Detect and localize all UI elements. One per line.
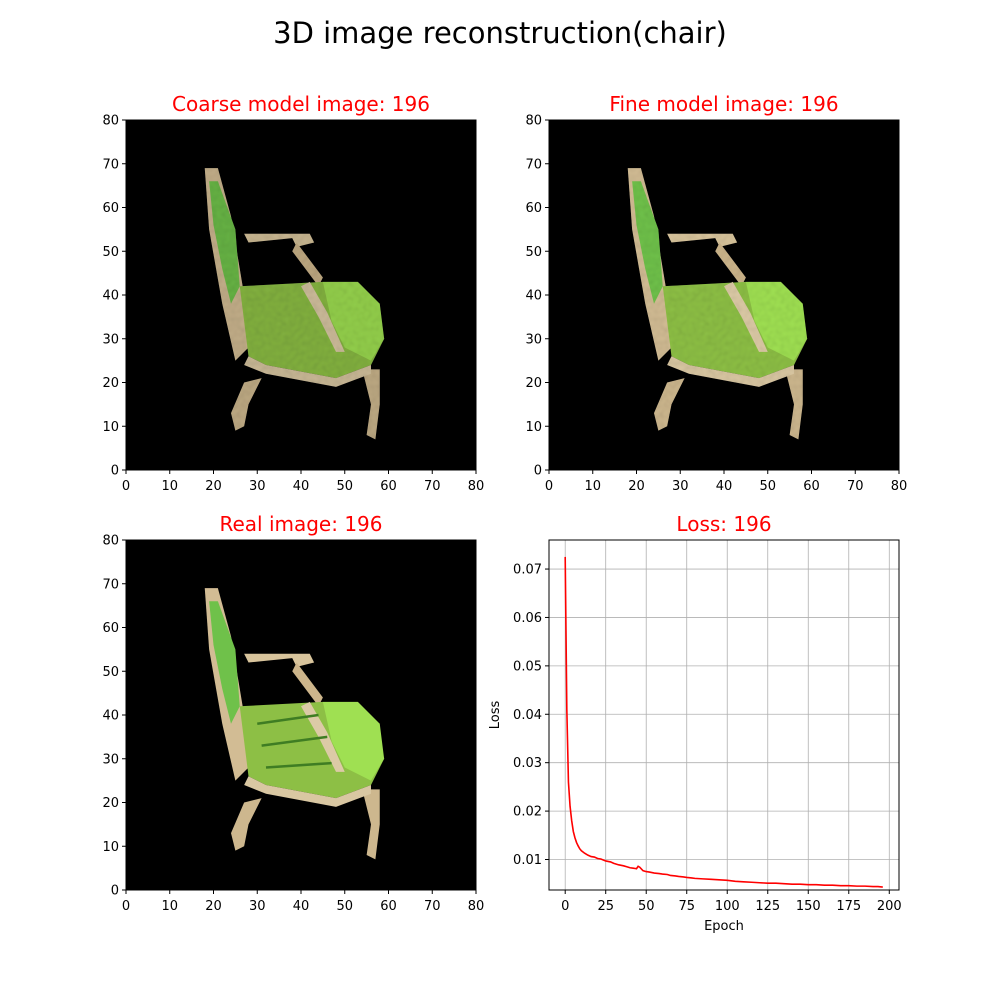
panel-fine-title: Fine model image: 196	[609, 92, 838, 116]
loss-series-line	[564, 556, 883, 888]
loss-ticks: 0 25 50 75 100 125 150 175 200 0.01 0.02 0.03 0.04 0.…	[513, 563, 902, 914]
panel-0-xtick-label: 70	[424, 479, 441, 494]
panel-0-xtick-label: 60	[380, 479, 397, 494]
panel-0-xtick-label: 20	[205, 479, 222, 494]
panel-2-ytick-label: 20	[102, 796, 119, 811]
loss-ytick-label: 0.06	[513, 611, 542, 626]
loss-ytick-label: 0.03	[513, 756, 542, 771]
panel-0-xtick-label: 50	[336, 479, 353, 494]
panel-0-xtick-label: 10	[161, 479, 178, 494]
panel-1-ytick-label: 40	[525, 289, 542, 304]
panel-2-xtick-label: 10	[161, 899, 178, 914]
panel-1-xtick-label: 0	[545, 479, 553, 494]
panel-1-xtick-label: 30	[672, 479, 689, 494]
panel-1-xtick-label: 70	[847, 479, 864, 494]
loss-xtick-label: 125	[755, 899, 780, 914]
panel-0-xtick-label: 80	[468, 479, 485, 494]
panel-1-ytick-label: 60	[525, 201, 542, 216]
panel-1-ytick-label: 10	[525, 420, 542, 435]
panel-1-xtick-label: 60	[803, 479, 820, 494]
panel-2-xtick-label: 80	[468, 899, 485, 914]
loss-ytick-label: 0.07	[513, 563, 542, 578]
loss-xtick-label: 150	[796, 899, 821, 914]
panel-1-xtick-label: 50	[759, 479, 776, 494]
loss-xtick-label: 75	[678, 899, 695, 914]
panel-coarse-title: Coarse model image: 196	[172, 92, 430, 116]
panel-0-xtick-label: 30	[249, 479, 266, 494]
panel-2-ytick-label: 10	[102, 840, 119, 855]
panel-2-ytick-label: 50	[102, 665, 119, 680]
loss-xlabel: Epoch	[704, 919, 744, 934]
panel-0-ytick-label: 0	[111, 464, 119, 479]
panel-0-ytick-label: 60	[102, 201, 119, 216]
panel-2-xtick-label: 20	[205, 899, 222, 914]
loss-ytick-label: 0.05	[513, 659, 542, 674]
loss-xtick-label: 100	[715, 899, 740, 914]
loss-xtick-label: 50	[638, 899, 655, 914]
panel-0-ytick-label: 30	[102, 332, 119, 347]
loss-xtick-label: 25	[597, 899, 614, 914]
panel-0-ytick-label: 40	[102, 289, 119, 304]
panel-real: Real image: 196	[125, 512, 477, 891]
panel-2-xtick-label: 0	[122, 899, 130, 914]
panel-1-ytick-label: 50	[525, 245, 542, 260]
panel-0-ytick-label: 50	[102, 245, 119, 260]
panel-0-ytick-label: 20	[102, 376, 119, 391]
panel-0-xtick-label: 40	[293, 479, 310, 494]
panel-1-ytick-label: 70	[525, 157, 542, 172]
panel-0-ytick-label: 80	[102, 114, 119, 129]
panel-0-xtick-label: 0	[122, 479, 130, 494]
loss-ytick-label: 0.04	[513, 708, 542, 723]
loss-plot-area	[549, 540, 899, 890]
panel-fine: Fine model image: 196	[548, 92, 900, 471]
loss-xtick-label: 200	[877, 899, 902, 914]
panel-2-xtick-label: 30	[249, 899, 266, 914]
panel-2-xtick-label: 60	[380, 899, 397, 914]
panel-2-ytick-label: 60	[102, 621, 119, 636]
panel-real-chair-image	[204, 588, 385, 860]
loss-xtick-label: 175	[836, 899, 861, 914]
image-axes-ticks: 0 10 20 30 40 50 60 70 80 0 10 20 30 40 50 60 70 80 0 10 20 3…	[102, 114, 907, 915]
panel-2-xtick-label: 70	[424, 899, 441, 914]
panel-loss-title: Loss: 196	[676, 512, 771, 536]
panel-2-ytick-label: 40	[102, 709, 119, 724]
panel-2-ytick-label: 70	[102, 577, 119, 592]
panel-1-ytick-label: 20	[525, 376, 542, 391]
panel-1-ytick-label: 30	[525, 332, 542, 347]
panel-2-ytick-label: 30	[102, 752, 119, 767]
panel-0-ytick-label: 70	[102, 157, 119, 172]
panel-2-ytick-label: 0	[111, 884, 119, 899]
loss-frame	[548, 539, 900, 891]
panel-0-ytick-label: 10	[102, 420, 119, 435]
panel-1-ytick-label: 0	[534, 464, 542, 479]
panel-loss: Loss: 196 0 25 50 75 100 125 150 175 200 0.01 0.02…	[488, 512, 902, 934]
panel-1-xtick-label: 80	[891, 479, 908, 494]
loss-grid	[549, 540, 899, 890]
panel-1-ytick-label: 80	[525, 114, 542, 129]
panel-coarse: Coarse model image: 196	[125, 92, 477, 471]
panel-1-xtick-label: 40	[716, 479, 733, 494]
panel-2-ytick-label: 80	[102, 534, 119, 549]
loss-xtick-label: 0	[561, 899, 569, 914]
panel-2-xtick-label: 50	[336, 899, 353, 914]
figure-title: 3D image reconstruction(chair)	[273, 16, 727, 50]
panel-real-title: Real image: 196	[219, 512, 382, 536]
panel-1-xtick-label: 10	[584, 479, 601, 494]
loss-ylabel: Loss	[488, 701, 503, 730]
loss-ytick-label: 0.01	[513, 853, 542, 868]
panel-2-xtick-label: 40	[293, 899, 310, 914]
panel-1-xtick-label: 20	[628, 479, 645, 494]
loss-ytick-label: 0.02	[513, 805, 542, 820]
